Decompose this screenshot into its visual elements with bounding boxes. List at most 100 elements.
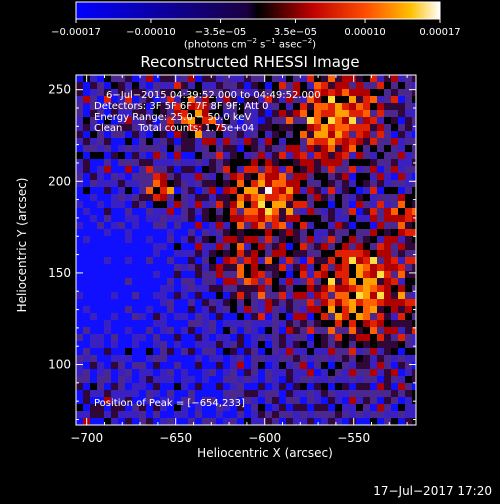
heatmap-cell [384,397,391,404]
heatmap-cell [363,229,370,236]
heatmap-cell [188,138,195,145]
heatmap-cell [370,82,377,89]
heatmap-cell [307,327,314,334]
heatmap-cell [209,173,216,180]
heatmap-cell [391,173,398,180]
heatmap-cell [76,208,83,215]
heatmap-cell [405,341,412,348]
heatmap-cell [307,103,314,110]
heatmap-cell [139,166,146,173]
heatmap-cell [104,236,111,243]
heatmap-cell [244,327,251,334]
heatmap-cell [132,390,139,397]
colorbar-tick-label: −3.5e−05 [195,27,247,38]
heatmap-cell [398,390,405,397]
heatmap-cell [132,285,139,292]
heatmap-cell [111,250,118,257]
heatmap-cell [398,96,405,103]
heatmap-cell [167,411,174,418]
heatmap-cell [293,117,300,124]
heatmap-cell [160,159,167,166]
heatmap-cell [356,411,363,418]
heatmap-cell [258,341,265,348]
heatmap-cell [286,96,293,103]
heatmap-cell [125,222,132,229]
heatmap-cell [111,285,118,292]
heatmap-cell [356,82,363,89]
heatmap-cell [118,362,125,369]
heatmap-cell [328,222,335,229]
heatmap-cell [251,82,258,89]
heatmap-cell [111,278,118,285]
heatmap-cell [97,327,104,334]
heatmap-cell [370,243,377,250]
heatmap-cell [377,257,384,264]
colorbar-tick-label: 0.00017 [419,27,460,38]
heatmap-cell [202,271,209,278]
heatmap-cell [335,390,342,397]
heatmap-cell [125,152,132,159]
heatmap-cell [146,376,153,383]
heatmap-cell [132,299,139,306]
heatmap-cell [258,397,265,404]
heatmap-cell [83,313,90,320]
heatmap-cell [342,348,349,355]
heatmap-cell [363,404,370,411]
heatmap-cell [76,173,83,180]
heatmap-cell [321,82,328,89]
heatmap-cell [307,278,314,285]
heatmap-cell [146,110,153,117]
heatmap-cell [300,215,307,222]
heatmap-cell [398,187,405,194]
heatmap-cell [90,110,97,117]
heatmap-cell [300,201,307,208]
heatmap-cell [405,250,412,257]
heatmap-cell [265,278,272,285]
heatmap-cell [251,187,258,194]
heatmap-cell [188,89,195,96]
heatmap-cell [398,229,405,236]
heatmap-cell [300,159,307,166]
heatmap-cell [328,271,335,278]
heatmap-cell [125,383,132,390]
heatmap-cell [377,166,384,173]
heatmap-cell [251,390,258,397]
heatmap-cell [349,173,356,180]
heatmap-cell [321,152,328,159]
heatmap-cell [188,166,195,173]
heatmap-cell [377,348,384,355]
heatmap-cell [125,96,132,103]
heatmap-cell [118,208,125,215]
heatmap-cell [223,292,230,299]
heatmap-cell [111,89,118,96]
heatmap-cell [363,250,370,257]
heatmap-cell [244,173,251,180]
heatmap-cell [335,376,342,383]
heatmap-cell [237,82,244,89]
heatmap-cell [405,264,412,271]
heatmap-cell [384,229,391,236]
heatmap-cell [307,124,314,131]
heatmap-cell [321,236,328,243]
heatmap-cell [335,278,342,285]
heatmap-cell [356,348,363,355]
heatmap-cell [293,397,300,404]
heatmap-cell [244,194,251,201]
heatmap-cell [377,159,384,166]
heatmap-cell [377,243,384,250]
heatmap-cell [398,103,405,110]
heatmap-cell [384,208,391,215]
heatmap-cell [279,334,286,341]
heatmap-cell [286,243,293,250]
heatmap-cell [377,208,384,215]
heatmap-cell [335,124,342,131]
heatmap-cell [307,271,314,278]
heatmap-cell [174,159,181,166]
heatmap-cell [251,278,258,285]
heatmap-cell [384,187,391,194]
heatmap-cell [349,257,356,264]
heatmap-cell [230,75,237,82]
heatmap-cell [279,229,286,236]
heatmap-cell [216,187,223,194]
heatmap-cell [104,257,111,264]
